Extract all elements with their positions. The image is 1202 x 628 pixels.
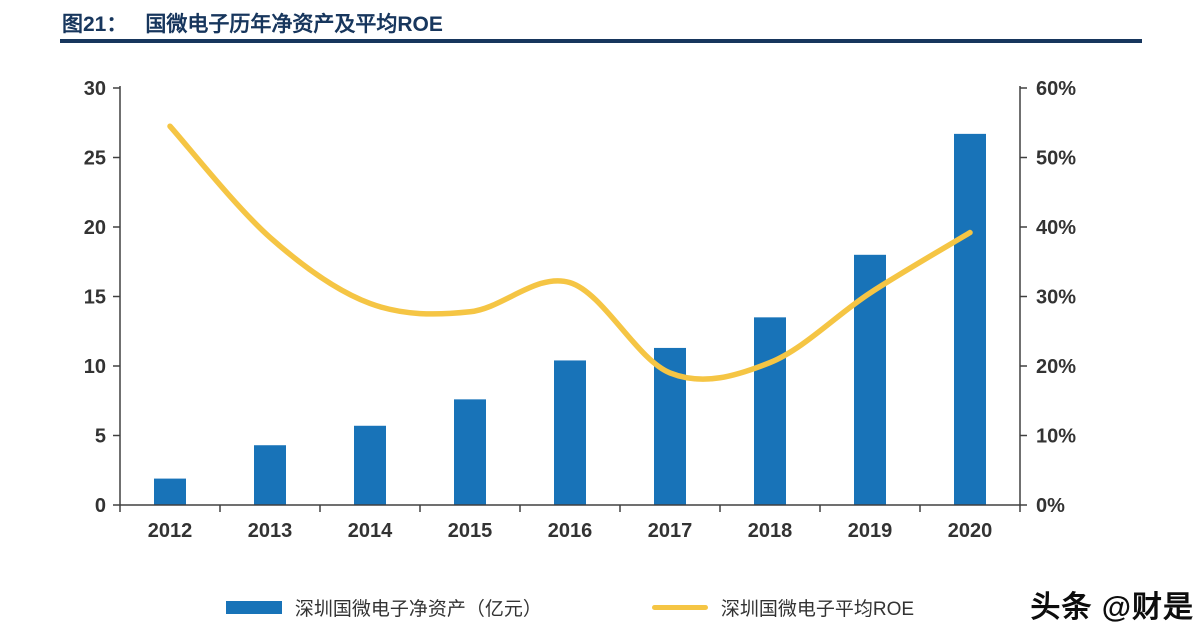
chart-legend: 深圳国微电子净资产（亿元） 深圳国微电子平均ROE [0,594,1140,621]
left-axis-label-15: 15 [84,287,106,309]
bars-group [154,133,986,505]
right-axis-label-30%: 30% [1036,287,1076,309]
left-axis-label-10: 10 [84,356,106,378]
x-axis-label-2014: 2014 [348,520,393,542]
bar-2018 [754,317,786,505]
x-axis-label-2015: 2015 [448,520,493,542]
watermark: 头条 @财是 [1030,591,1194,624]
right-axis-label-50%: 50% [1036,148,1076,170]
right-axis-label-10%: 10% [1036,426,1076,448]
left-axis-label-5: 5 [95,426,106,448]
header-divider [60,39,1142,43]
left-axis-label-20: 20 [84,217,106,239]
bar-2014 [354,425,386,505]
x-axis-label-2018: 2018 [748,520,793,542]
figure-number: 图21： [62,13,128,36]
figure-title: 国微电子历年净资产及平均ROE [145,13,443,36]
bar-2013 [254,445,286,505]
left-axis-label-25: 25 [84,148,106,170]
bar-series-swatch [225,601,282,614]
legend-item-roe: 深圳国微电子平均ROE [651,594,915,621]
right-axis-label-40%: 40% [1036,217,1076,239]
figure-header: 图21： 国微电子历年净资产及平均ROE [62,8,443,38]
x-axis-label-2013: 2013 [248,520,293,542]
x-axis-label-2017: 2017 [648,520,693,542]
legend-label-net-assets: 深圳国微电子净资产（亿元） [294,599,542,620]
bar-2012 [154,478,186,505]
bar-2020 [954,133,986,505]
bar-2015 [454,399,486,505]
roe-line [167,123,973,382]
x-axis-label-2019: 2019 [848,520,893,542]
right-axis-label-20%: 20% [1036,356,1076,378]
axes-group [113,86,1027,512]
legend-label-roe: 深圳国微电子平均ROE [720,599,915,620]
bar-2019 [854,254,886,505]
x-axis-label-2020: 2020 [948,520,993,542]
bar-2016 [554,360,586,505]
line-series-swatch [651,605,708,610]
left-axis-label-30: 30 [84,78,106,100]
left-axis-label-0: 0 [95,495,106,517]
right-axis-label-0%: 0% [1036,495,1065,517]
right-axis-label-60%: 60% [1036,78,1076,100]
x-axis-label-2016: 2016 [548,520,593,542]
legend-item-net-assets: 深圳国微电子净资产（亿元） [225,594,542,621]
x-axis-label-2012: 2012 [148,520,193,542]
